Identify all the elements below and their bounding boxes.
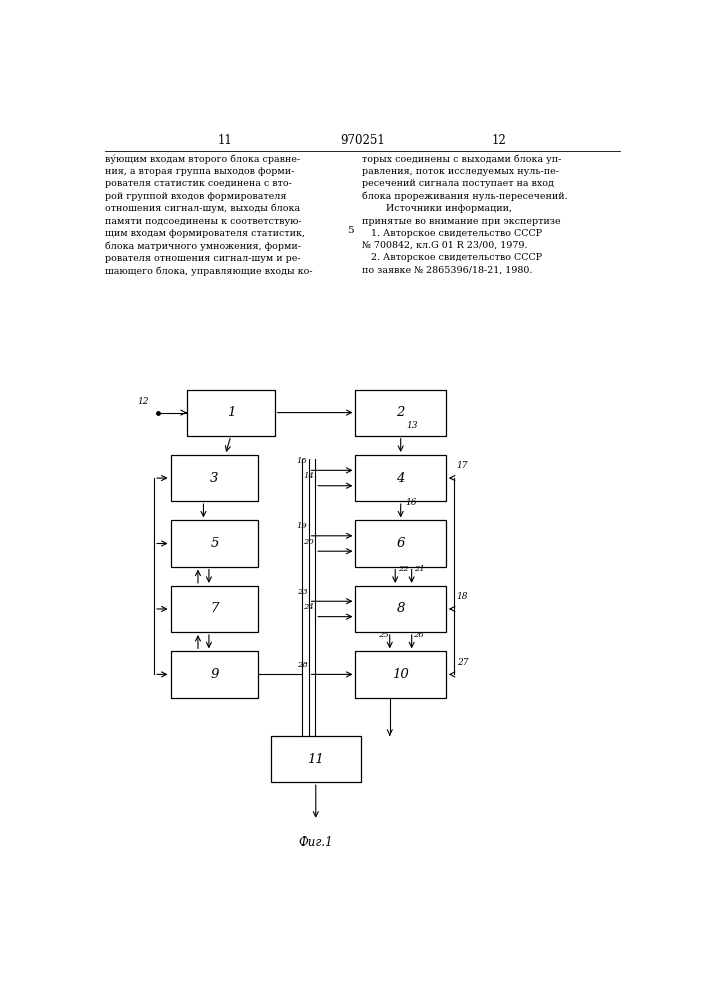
Text: 5: 5 [210, 537, 218, 550]
Bar [356, 520, 446, 567]
Text: 25: 25 [378, 631, 389, 639]
Text: 15: 15 [297, 457, 308, 465]
Text: 7: 7 [210, 602, 218, 615]
Text: 20: 20 [303, 538, 314, 546]
Bar [170, 520, 258, 567]
Text: 12: 12 [137, 397, 148, 406]
Text: 28: 28 [297, 661, 308, 669]
Text: 26: 26 [414, 631, 424, 639]
Text: 1: 1 [227, 406, 235, 419]
Text: 11: 11 [308, 753, 324, 766]
Text: 970251: 970251 [340, 134, 385, 147]
Bar [170, 586, 258, 632]
Text: 10: 10 [392, 668, 409, 681]
Text: 22: 22 [398, 565, 409, 573]
Bar [170, 651, 258, 698]
Text: 21: 21 [414, 565, 425, 573]
Text: 23: 23 [297, 588, 308, 596]
Text: ву́ющим входам второго блока сравне-
ния, а вторая группа выходов форми-
ровател: ву́ющим входам второго блока сравне- ния… [105, 155, 312, 276]
Bar [170, 455, 258, 501]
Text: 13: 13 [407, 421, 418, 430]
Text: 4: 4 [397, 472, 405, 485]
Text: 2: 2 [397, 406, 405, 419]
Text: 3: 3 [210, 472, 218, 485]
Text: 24: 24 [303, 603, 314, 611]
Text: 19: 19 [297, 522, 308, 530]
Text: 12: 12 [492, 134, 507, 147]
Text: 9: 9 [210, 668, 218, 681]
Text: Фиг.1: Фиг.1 [298, 836, 333, 849]
Text: 6: 6 [397, 537, 405, 550]
Bar [356, 390, 446, 436]
Bar [356, 586, 446, 632]
Text: 5: 5 [347, 226, 354, 235]
Text: 11: 11 [218, 134, 233, 147]
Bar [187, 390, 275, 436]
Text: 16: 16 [405, 498, 416, 507]
Text: 17: 17 [457, 461, 468, 470]
Text: 18: 18 [457, 592, 468, 601]
Text: 27: 27 [457, 658, 468, 667]
Text: торых соединены с выходами блока уп-
равления, поток исследуемых нуль-пе-
ресече: торых соединены с выходами блока уп- рав… [363, 155, 568, 274]
Text: 14: 14 [303, 472, 314, 480]
Bar [356, 455, 446, 501]
Bar [271, 736, 361, 782]
Text: 8: 8 [397, 602, 405, 615]
Bar [356, 651, 446, 698]
